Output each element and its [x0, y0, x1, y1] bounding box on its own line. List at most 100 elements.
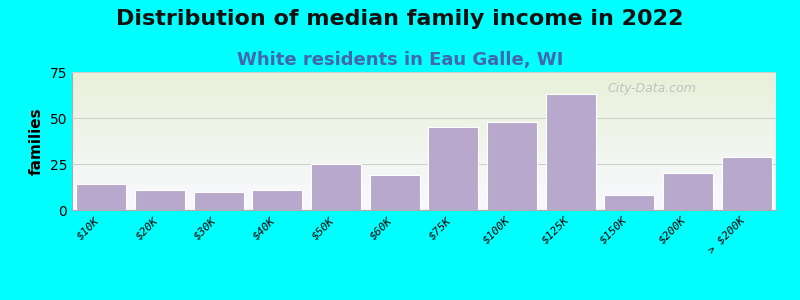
Bar [72, 107, 776, 108]
Bar [72, 84, 776, 85]
Bar [72, 133, 776, 134]
Bar [72, 180, 776, 181]
Bar [72, 88, 776, 89]
Bar [72, 105, 776, 106]
Bar [72, 160, 776, 161]
Bar [72, 164, 776, 165]
Bar [72, 155, 776, 156]
Bar [72, 125, 776, 126]
Bar [72, 79, 776, 80]
Bar [72, 139, 776, 140]
Bar [72, 201, 776, 202]
Bar [72, 100, 776, 101]
Bar [72, 197, 776, 198]
Bar [72, 124, 776, 125]
Bar [72, 109, 776, 110]
Bar [72, 184, 776, 185]
Bar [72, 190, 776, 191]
Bar [72, 195, 776, 196]
Bar [72, 94, 776, 95]
Bar [72, 208, 776, 209]
Bar [370, 175, 419, 210]
Bar [72, 128, 776, 129]
Bar [72, 145, 776, 146]
Bar [72, 116, 776, 117]
Bar [72, 142, 776, 143]
Bar [72, 119, 776, 120]
Bar [72, 110, 776, 111]
Bar [72, 90, 776, 91]
Bar [72, 89, 776, 90]
Bar [72, 136, 776, 137]
Bar [72, 178, 776, 179]
Bar [72, 202, 776, 203]
Bar [72, 194, 776, 195]
Bar [72, 196, 776, 197]
Bar [72, 83, 776, 84]
Bar [72, 182, 776, 183]
Bar [72, 72, 776, 73]
Bar [72, 162, 776, 163]
Bar [72, 99, 776, 100]
Bar [72, 102, 776, 103]
Bar [72, 192, 776, 193]
Bar [72, 82, 776, 83]
Bar [72, 112, 776, 113]
Bar [72, 159, 776, 160]
Bar [72, 81, 776, 82]
Bar [72, 144, 776, 145]
Bar [72, 146, 776, 147]
Bar [72, 134, 776, 135]
Bar [72, 127, 776, 128]
Bar [72, 186, 776, 187]
Bar [77, 184, 126, 210]
Bar [72, 122, 776, 123]
Bar [72, 181, 776, 182]
Bar [72, 73, 776, 74]
Bar [72, 76, 776, 77]
Bar [72, 157, 776, 158]
Text: White residents in Eau Galle, WI: White residents in Eau Galle, WI [237, 51, 563, 69]
Bar [72, 115, 776, 116]
Bar [72, 193, 776, 194]
Bar [72, 205, 776, 206]
Bar [72, 179, 776, 180]
Bar [72, 131, 776, 132]
Bar [72, 168, 776, 169]
Bar [605, 195, 654, 210]
Bar [72, 121, 776, 122]
Bar [72, 204, 776, 205]
Bar [72, 150, 776, 151]
Bar [72, 118, 776, 119]
Bar [72, 103, 776, 104]
Bar [72, 169, 776, 170]
Bar [135, 190, 185, 210]
Bar [72, 143, 776, 144]
Bar [72, 202, 776, 203]
Bar [72, 163, 776, 164]
Bar [72, 104, 776, 105]
Bar [72, 171, 776, 172]
Bar [72, 187, 776, 188]
Bar [72, 176, 776, 177]
Bar [72, 154, 776, 155]
Bar [72, 77, 776, 78]
Bar [72, 203, 776, 204]
Bar [72, 165, 776, 166]
Bar [546, 94, 595, 210]
Bar [72, 137, 776, 138]
Bar [72, 92, 776, 93]
Bar [311, 164, 361, 210]
Bar [72, 132, 776, 133]
Bar [72, 123, 776, 124]
Bar [72, 91, 776, 92]
Bar [72, 74, 776, 75]
Bar [72, 86, 776, 87]
Bar [72, 170, 776, 171]
Bar [72, 126, 776, 127]
Bar [72, 167, 776, 168]
Bar [72, 177, 776, 178]
Bar [72, 106, 776, 107]
Bar [72, 138, 776, 139]
Bar [72, 120, 776, 121]
